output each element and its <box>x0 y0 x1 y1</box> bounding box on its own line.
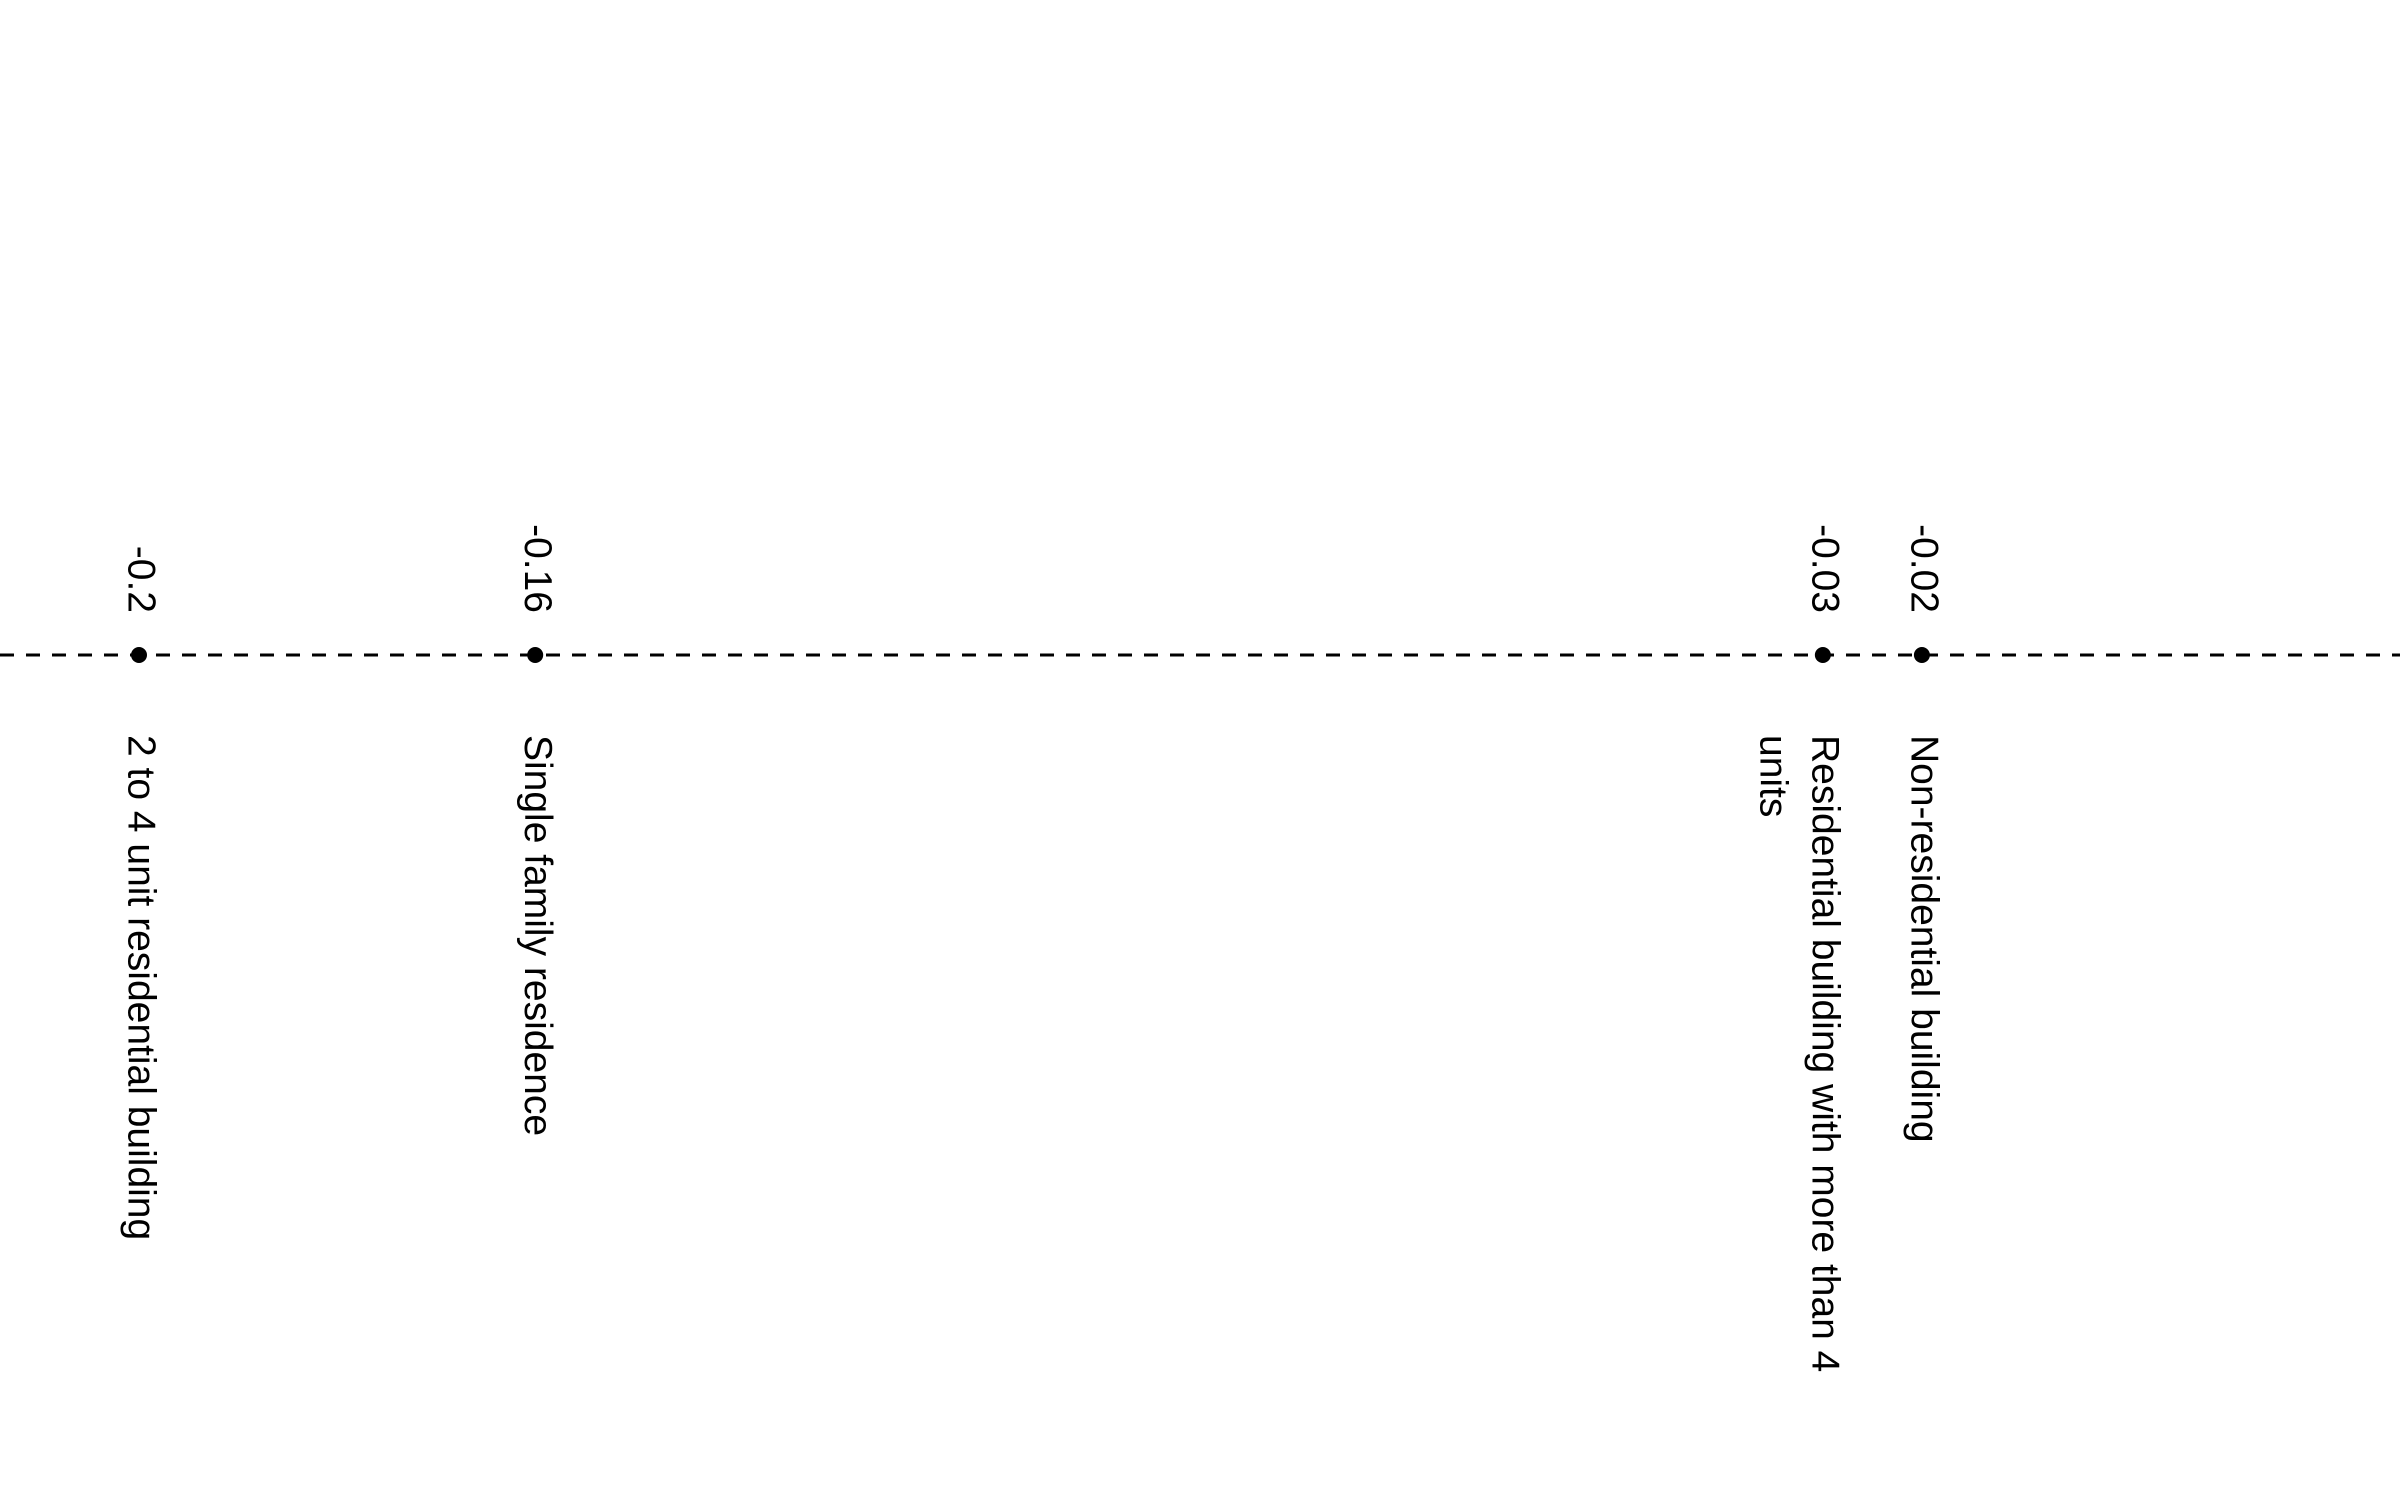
category-label: Residential building with more than 4 <box>1804 735 1847 1372</box>
data-point <box>1913 647 1930 663</box>
value-label: -0.2 <box>120 546 163 613</box>
category-label: Single family residence <box>516 735 559 1136</box>
category-label: 2 to 4 unit residential building <box>120 735 163 1240</box>
data-point <box>527 647 544 663</box>
value-label: -0.16 <box>516 524 559 613</box>
category-label-group: Non-residential building <box>1903 735 1946 1143</box>
category-label-group: Single family residence <box>516 735 559 1136</box>
value-label: -0.03 <box>1804 524 1847 613</box>
category-label-group: Residential building with more than 4uni… <box>1752 735 1847 1372</box>
value-label: -0.02 <box>1903 524 1946 613</box>
category-label-group: 2 to 4 unit residential building <box>120 735 163 1240</box>
data-point <box>1814 647 1831 663</box>
category-label: units <box>1752 735 1795 817</box>
data-point <box>131 647 147 663</box>
category-label: Non-residential building <box>1903 735 1946 1143</box>
